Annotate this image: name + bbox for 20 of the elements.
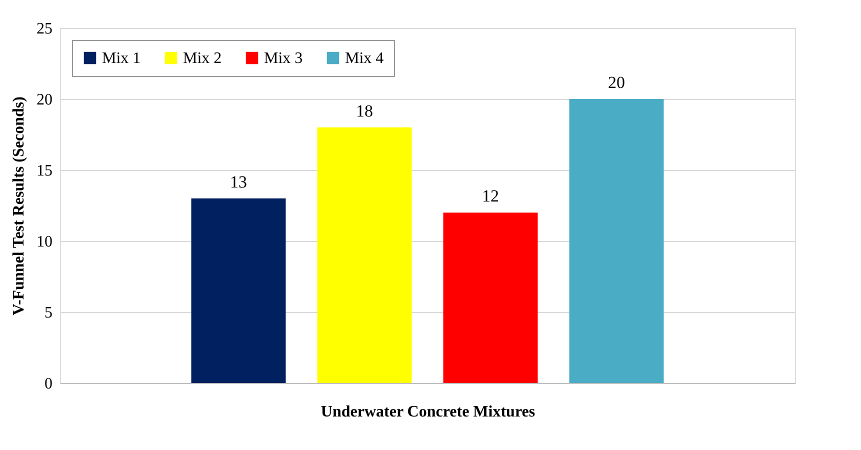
data-label: 13 (230, 172, 247, 192)
x-axis-title: Underwater Concrete Mixtures (320, 404, 536, 420)
y-tick-label: 10 (36, 234, 52, 250)
y-tick-label: 5 (44, 304, 52, 322)
y-tick-label: 20 (36, 92, 52, 108)
bar (443, 212, 538, 383)
bar (191, 198, 286, 383)
bar (569, 99, 664, 383)
y-tick-label: 0 (44, 376, 52, 392)
data-label: 18 (356, 101, 373, 120)
y-tick-label: 25 (36, 20, 52, 38)
legend-label: Mix 1 (102, 50, 141, 67)
bar (317, 127, 412, 383)
data-label: 20 (608, 73, 625, 92)
legend-label: Mix 2 (183, 50, 222, 67)
y-tick-label: 15 (36, 162, 52, 180)
legend-label: Mix 3 (264, 50, 303, 67)
legend-label: Mix 4 (345, 50, 384, 67)
y-axis-title: V-Funnel Test Results (Seconds) (10, 96, 28, 316)
data-label: 12 (482, 186, 499, 206)
